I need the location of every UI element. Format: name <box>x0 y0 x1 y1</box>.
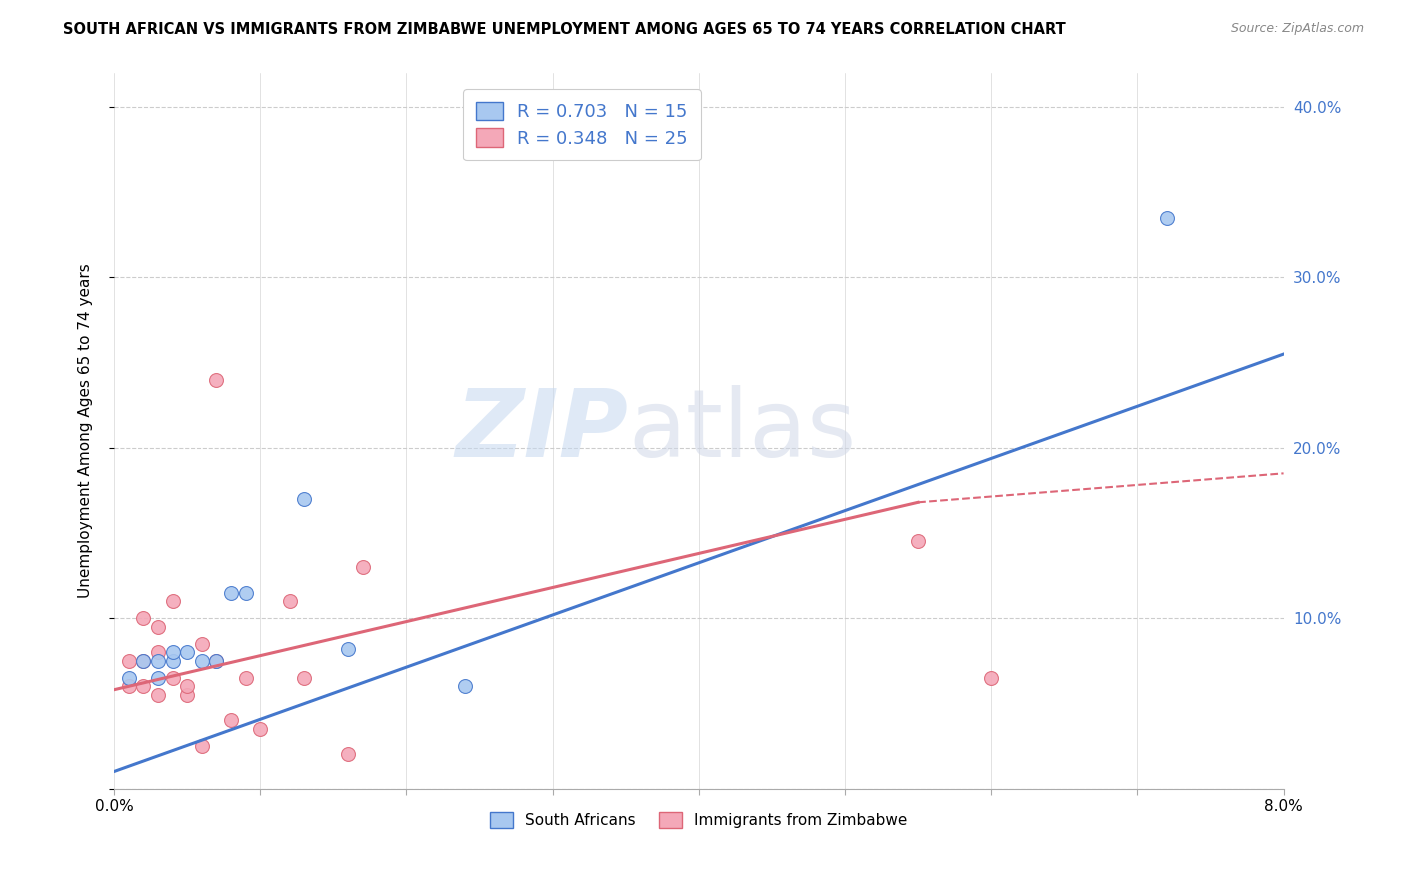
Point <box>907 534 929 549</box>
Point <box>292 491 315 506</box>
Point <box>235 671 257 685</box>
Point <box>146 620 169 634</box>
Point <box>191 654 214 668</box>
Point <box>1156 211 1178 225</box>
Point <box>278 594 301 608</box>
Point <box>146 645 169 659</box>
Point <box>162 671 184 685</box>
Point <box>191 739 214 753</box>
Point <box>235 585 257 599</box>
Point <box>132 611 155 625</box>
Point <box>118 671 141 685</box>
Point <box>205 654 228 668</box>
Point <box>219 714 242 728</box>
Point <box>176 679 198 693</box>
Point <box>191 637 214 651</box>
Text: SOUTH AFRICAN VS IMMIGRANTS FROM ZIMBABWE UNEMPLOYMENT AMONG AGES 65 TO 74 YEARS: SOUTH AFRICAN VS IMMIGRANTS FROM ZIMBABW… <box>63 22 1066 37</box>
Y-axis label: Unemployment Among Ages 65 to 74 years: Unemployment Among Ages 65 to 74 years <box>79 263 93 599</box>
Point <box>176 645 198 659</box>
Point <box>454 679 477 693</box>
Point <box>118 654 141 668</box>
Text: ZIP: ZIP <box>456 384 628 476</box>
Point <box>205 373 228 387</box>
Point <box>118 679 141 693</box>
Point <box>132 654 155 668</box>
Point <box>249 722 271 736</box>
Text: Source: ZipAtlas.com: Source: ZipAtlas.com <box>1230 22 1364 36</box>
Text: atlas: atlas <box>628 384 856 476</box>
Point <box>162 645 184 659</box>
Point <box>162 654 184 668</box>
Point <box>219 585 242 599</box>
Point <box>337 641 360 656</box>
Legend: South Africans, Immigrants from Zimbabwe: South Africans, Immigrants from Zimbabwe <box>484 806 914 835</box>
Point <box>146 671 169 685</box>
Point <box>132 679 155 693</box>
Point <box>337 747 360 762</box>
Point <box>292 671 315 685</box>
Point <box>146 654 169 668</box>
Point <box>146 688 169 702</box>
Point <box>980 671 1002 685</box>
Point <box>132 654 155 668</box>
Point <box>162 594 184 608</box>
Point <box>352 560 374 574</box>
Point <box>176 688 198 702</box>
Point <box>205 654 228 668</box>
